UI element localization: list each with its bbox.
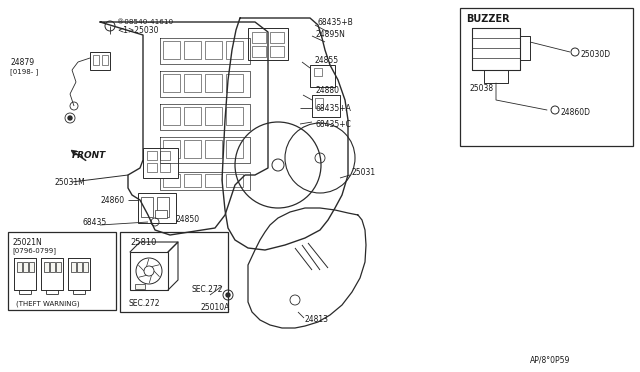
Bar bbox=[160, 172, 250, 190]
Text: 25010A: 25010A bbox=[200, 304, 230, 312]
Bar bbox=[226, 41, 243, 59]
Bar bbox=[184, 140, 201, 158]
Bar bbox=[163, 41, 180, 59]
Bar bbox=[147, 151, 157, 160]
Text: 24855: 24855 bbox=[315, 55, 339, 64]
Bar bbox=[163, 107, 180, 125]
Text: 24880: 24880 bbox=[316, 86, 340, 94]
Bar bbox=[147, 163, 157, 172]
Bar bbox=[44, 262, 49, 272]
Bar bbox=[163, 140, 180, 158]
Text: 68435: 68435 bbox=[82, 218, 106, 227]
Circle shape bbox=[226, 293, 230, 297]
Bar bbox=[50, 262, 55, 272]
Text: 24860: 24860 bbox=[100, 196, 124, 205]
Bar bbox=[226, 174, 243, 187]
Bar bbox=[160, 151, 170, 160]
Bar bbox=[23, 262, 28, 272]
Bar bbox=[252, 32, 266, 43]
Text: 24860D: 24860D bbox=[561, 108, 591, 116]
Text: SEC.272: SEC.272 bbox=[192, 285, 223, 295]
Bar bbox=[184, 41, 201, 59]
Bar bbox=[102, 55, 108, 65]
Bar bbox=[226, 74, 243, 92]
Bar bbox=[77, 262, 82, 272]
Bar bbox=[248, 28, 288, 60]
Text: BUZZER: BUZZER bbox=[466, 14, 509, 24]
Text: <1>25030: <1>25030 bbox=[117, 26, 159, 35]
Bar bbox=[17, 262, 22, 272]
Bar bbox=[205, 107, 222, 125]
Bar bbox=[8, 232, 116, 310]
Bar bbox=[252, 46, 266, 57]
Text: 24813: 24813 bbox=[305, 315, 329, 324]
Bar bbox=[184, 74, 201, 92]
Bar bbox=[71, 262, 76, 272]
Bar bbox=[310, 65, 335, 87]
Bar bbox=[163, 174, 180, 187]
Text: 25030D: 25030D bbox=[581, 49, 611, 58]
Bar bbox=[205, 174, 222, 187]
Text: FRONT: FRONT bbox=[72, 151, 106, 160]
Text: 25031: 25031 bbox=[352, 167, 376, 176]
Bar bbox=[270, 32, 284, 43]
Text: 25038: 25038 bbox=[470, 83, 494, 93]
Text: 25031M: 25031M bbox=[54, 177, 84, 186]
Bar bbox=[160, 163, 170, 172]
Circle shape bbox=[68, 116, 72, 120]
Bar bbox=[130, 252, 168, 290]
Bar bbox=[83, 262, 88, 272]
Text: [0796-0799]: [0796-0799] bbox=[12, 248, 56, 254]
Bar bbox=[120, 232, 228, 312]
Bar bbox=[184, 107, 201, 125]
Bar bbox=[312, 95, 340, 117]
Text: [0198- ]: [0198- ] bbox=[10, 68, 38, 76]
Bar bbox=[138, 193, 176, 223]
Text: (THEFT WARNING): (THEFT WARNING) bbox=[16, 301, 79, 307]
Text: 24895N: 24895N bbox=[316, 29, 346, 38]
Text: 25810: 25810 bbox=[130, 237, 156, 247]
Bar bbox=[93, 55, 99, 65]
Bar bbox=[460, 8, 633, 146]
Bar bbox=[314, 68, 322, 76]
Bar bbox=[315, 98, 323, 108]
Text: 24850: 24850 bbox=[175, 215, 199, 224]
Text: 68435+B: 68435+B bbox=[318, 17, 354, 26]
Bar bbox=[90, 52, 110, 70]
Bar bbox=[141, 197, 153, 217]
Bar bbox=[163, 74, 180, 92]
Text: ®08540-41610: ®08540-41610 bbox=[117, 19, 173, 25]
Bar bbox=[205, 41, 222, 59]
Bar bbox=[205, 140, 222, 158]
Text: AP/8°0P59: AP/8°0P59 bbox=[530, 356, 570, 365]
Text: 24879: 24879 bbox=[10, 58, 34, 67]
Text: 68435+C: 68435+C bbox=[316, 119, 352, 128]
Bar bbox=[205, 74, 222, 92]
Text: SEC.272: SEC.272 bbox=[128, 299, 159, 308]
Text: 68435+A: 68435+A bbox=[316, 103, 352, 112]
Bar bbox=[157, 197, 169, 217]
Bar bbox=[226, 140, 243, 158]
Bar bbox=[56, 262, 61, 272]
Bar bbox=[184, 174, 201, 187]
Bar bbox=[143, 148, 178, 178]
Bar bbox=[29, 262, 34, 272]
Text: 25021N: 25021N bbox=[12, 237, 42, 247]
Bar bbox=[155, 210, 167, 218]
Bar bbox=[135, 284, 145, 289]
Bar bbox=[226, 107, 243, 125]
Bar bbox=[270, 46, 284, 57]
